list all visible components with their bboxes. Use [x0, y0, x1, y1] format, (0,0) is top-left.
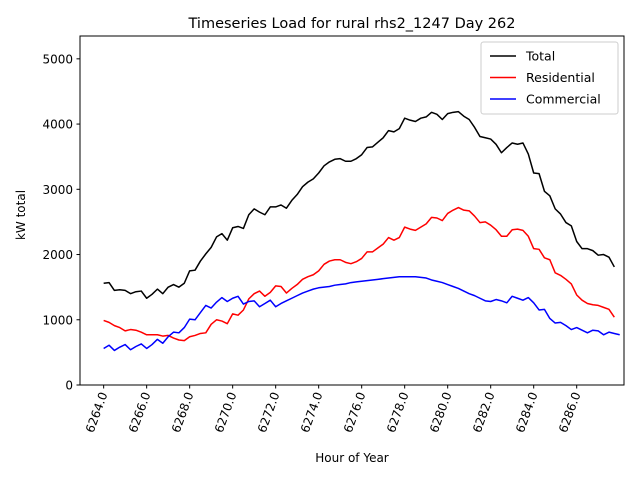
y-axis: 0 1000 2000 3000 4000 5000: [42, 52, 80, 393]
legend-label-commercial: Commercial: [526, 92, 601, 107]
y-tick-label: 1000: [42, 313, 73, 327]
y-tick-label: 0: [65, 379, 73, 393]
series-line-commercial: [103, 275, 620, 352]
x-tick-label: 6278.0: [384, 390, 412, 434]
plot-frame: [79, 35, 625, 386]
x-tick-label: 6268.0: [169, 390, 197, 434]
y-axis-label: kW total: [14, 190, 28, 240]
legend-label-residential: Residential: [526, 70, 595, 85]
x-tick-label: 6270.0: [212, 390, 240, 434]
x-tick-label: 6284.0: [513, 390, 541, 434]
chart-title: Timeseries Load for rural rhs2_1247 Day …: [188, 16, 516, 32]
x-tick-label: 6276.0: [341, 390, 369, 434]
x-axis-label: Hour of Year: [315, 451, 389, 465]
legend-box: [480, 41, 619, 115]
x-tick-label: 6286.0: [556, 390, 584, 434]
y-tick-label: 4000: [42, 118, 73, 132]
x-tick-label: 6280.0: [427, 390, 455, 434]
x-tick-label: 6264.0: [83, 390, 111, 434]
y-tick-label: 3000: [42, 183, 73, 197]
legend-label-total: Total: [525, 49, 555, 64]
x-tick-label: 6282.0: [470, 390, 498, 434]
y-tick-label: 2000: [42, 248, 73, 262]
legend: Total Residential Commercial: [480, 41, 619, 115]
x-tick-label: 6274.0: [298, 390, 326, 434]
x-axis: 6264.0 6266.0 6268.0 6270.0 6272.0 6274.0 6276…: [83, 385, 584, 434]
x-tick-label: 6266.0: [126, 390, 154, 434]
y-tick-label: 5000: [42, 52, 73, 66]
plot-lines: [103, 110, 620, 352]
series-line-residential: [103, 206, 615, 342]
series-line-total: [103, 110, 615, 299]
x-tick-label: 6272.0: [255, 390, 283, 434]
